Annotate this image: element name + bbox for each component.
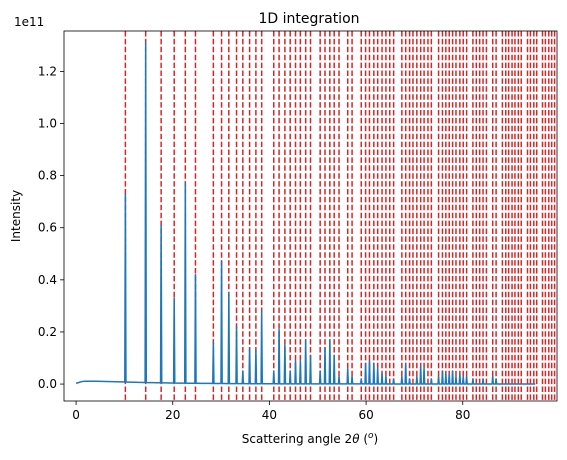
x-tick-label: 40 [262, 408, 277, 422]
y-axis: 0.0 0.2 0.4 0.6 0.8 1.0 1.2 [38, 64, 64, 391]
x-axis-label-close: ) [374, 432, 379, 446]
y-tick-label: 0.2 [38, 325, 57, 339]
y-offset-text: 1e11 [14, 15, 44, 29]
y-tick-label: 0.0 [38, 377, 57, 391]
x-tick-label: 60 [358, 408, 373, 422]
x-axis-label-prefix: Scattering angle 2 [242, 432, 352, 446]
x-axis-label-deg: o [368, 431, 374, 441]
x-axis-label: Scattering angle 2θ (o) [242, 431, 378, 446]
series-line [75, 41, 536, 385]
y-tick-label: 1.0 [38, 117, 57, 131]
y-axis-label: Intensity [9, 190, 23, 242]
x-axis-label-theta: θ [352, 432, 360, 446]
data-line [75, 41, 536, 385]
plot-area [63, 30, 558, 402]
y-tick-label: 0.8 [38, 169, 57, 183]
chart-title: 1D integration [258, 11, 359, 27]
y-tick-label: 1.2 [38, 64, 57, 78]
x-axis: 0 20 40 60 80 [72, 401, 470, 422]
axes-frame [63, 30, 558, 402]
x-tick-label: 80 [455, 408, 470, 422]
y-tick-label: 0.4 [38, 273, 57, 287]
x-tick-label: 20 [165, 408, 180, 422]
x-axis-label-open: ( [360, 432, 369, 446]
x-tick-label: 0 [72, 408, 80, 422]
y-tick-label: 0.6 [38, 221, 57, 235]
